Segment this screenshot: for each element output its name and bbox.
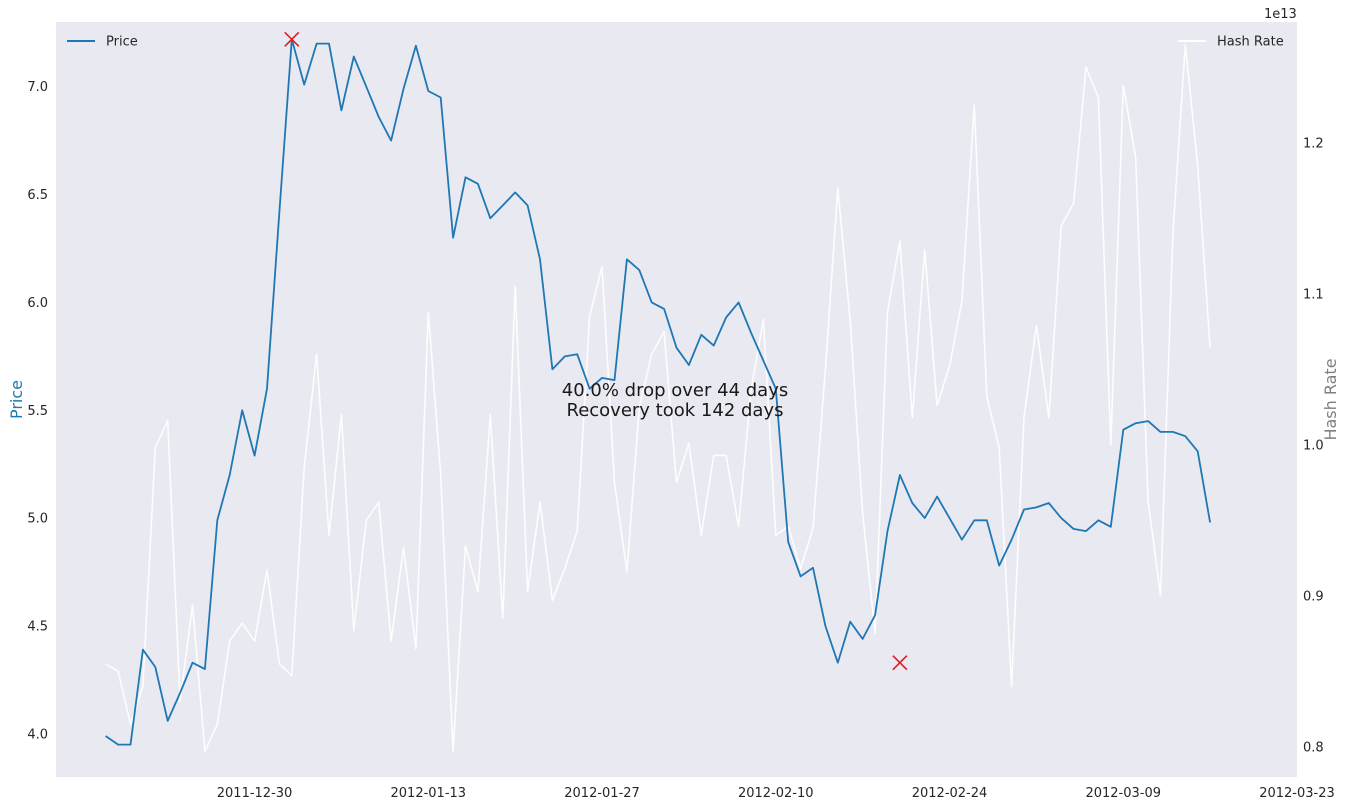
left-y-tick-label: 4.5 bbox=[27, 620, 48, 635]
right-y-tick-label: 1.2 bbox=[1303, 136, 1324, 151]
x-tick-label: 2012-01-13 bbox=[391, 786, 467, 801]
x-tick-label: 2012-03-09 bbox=[1085, 786, 1161, 801]
left-y-tick-label: 7.0 bbox=[27, 80, 48, 95]
x-tick-label: 2012-01-27 bbox=[564, 786, 640, 801]
series-line-hash-rate bbox=[105, 43, 1211, 753]
left-y-tick-label: 6.0 bbox=[27, 296, 48, 311]
right-y-tick-label: 0.9 bbox=[1303, 589, 1324, 604]
x-tick-label: 2012-02-10 bbox=[738, 786, 814, 801]
left-y-axis-ticks: 4.0 4.5 5.0 5.5 6.0 6.5 7.0 bbox=[27, 80, 48, 742]
price-series bbox=[105, 38, 1211, 746]
right-y-tick-label: 1.0 bbox=[1303, 438, 1324, 453]
left-y-tick-label: 6.5 bbox=[27, 188, 48, 203]
x-axis-ticks: 2011-12-30 2012-01-13 2012-01-27 2012-02-10… bbox=[217, 786, 1335, 801]
right-axis-offset-label: 1e13 bbox=[1264, 7, 1297, 22]
x-tick-label: 2012-02-24 bbox=[912, 786, 988, 801]
right-y-axis-ticks: 0.8 0.9 1.0 1.1 1.2 bbox=[1303, 136, 1324, 755]
drawdown-annotation: 40.0% drop over 44 days Recovery took 14… bbox=[562, 380, 788, 421]
left-y-tick-label: 5.0 bbox=[27, 512, 48, 527]
extreme-markers bbox=[284, 31, 908, 671]
legend-hash-rate: Hash Rate bbox=[1178, 35, 1284, 50]
hash-rate-series bbox=[105, 43, 1211, 753]
left-y-tick-label: 5.5 bbox=[27, 404, 48, 419]
right-y-tick-label: 0.8 bbox=[1303, 740, 1324, 755]
legend-price: Price bbox=[67, 35, 138, 50]
plot-area bbox=[56, 22, 1297, 777]
right-axis-label: Hash Rate bbox=[1321, 358, 1340, 440]
series-line-price bbox=[105, 38, 1211, 746]
left-axis-label: Price bbox=[7, 380, 26, 419]
marker-x-trough bbox=[892, 655, 908, 671]
x-tick-label: 2012-03-23 bbox=[1259, 786, 1335, 801]
legend-label-price: Price bbox=[106, 35, 138, 50]
legend-label-hash-rate: Hash Rate bbox=[1217, 35, 1284, 50]
x-tick-label: 2011-12-30 bbox=[217, 786, 293, 801]
left-y-tick-label: 4.0 bbox=[27, 727, 48, 742]
annotation-line-2: Recovery took 142 days bbox=[567, 400, 784, 421]
marker-x-peak bbox=[284, 31, 300, 47]
annotation-line-1: 40.0% drop over 44 days bbox=[562, 380, 788, 401]
right-y-tick-label: 1.1 bbox=[1303, 287, 1324, 302]
